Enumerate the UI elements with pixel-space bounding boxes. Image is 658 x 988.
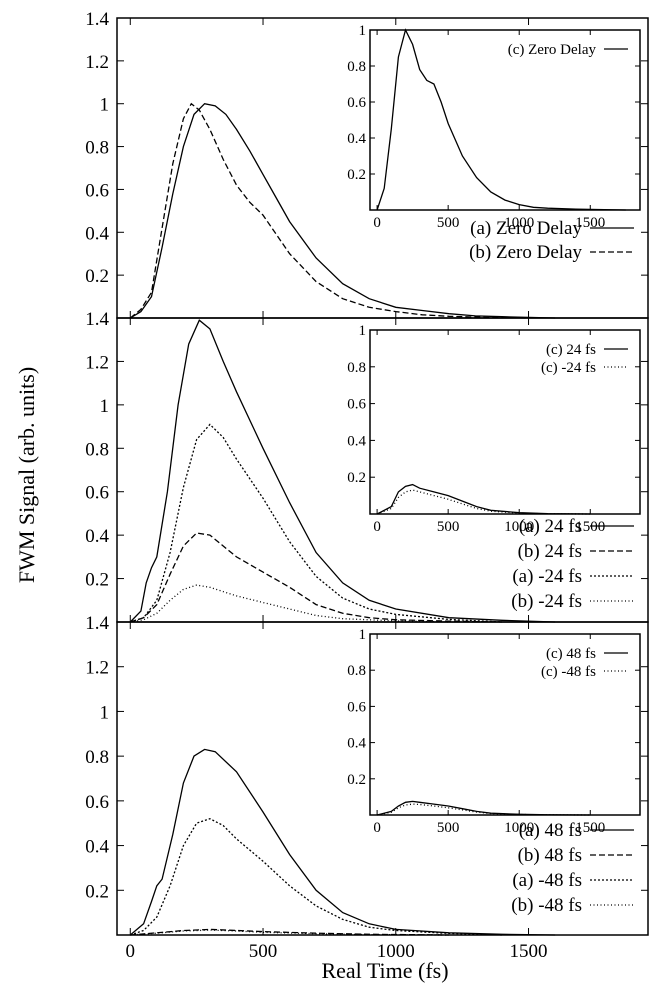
panel-3-y-tick-label: 0.6 — [85, 792, 109, 813]
panel-3-series-b-48-fs — [130, 929, 449, 936]
panel-1-series-b-zero-delay — [129, 102, 529, 319]
panel-2-inset-x-tick-label: 1000 — [504, 519, 534, 535]
panel-2-y-tick-label: 1.2 — [85, 352, 109, 373]
panel-3-y-tick-label: 0.2 — [85, 881, 109, 902]
panel-2-inset-y-tick-label: 0.4 — [347, 433, 366, 449]
panel-2-series-a-24-fs — [130, 423, 503, 623]
panel-1-inset-frame — [369, 29, 641, 211]
panel-2-inset-frame — [369, 329, 641, 515]
panel-3-inset-x-tick-label: 1500 — [575, 820, 605, 836]
panel-2-inset-legend-label: (c) -24 fs — [541, 360, 596, 376]
panel-2-y-tick-label: 1 — [100, 396, 110, 417]
panel-3-inset-y-tick-label: 0.8 — [347, 663, 366, 679]
panel-3-y-tick-label: 1.4 — [85, 613, 109, 634]
panel-1-y-tick-label: 0.6 — [85, 180, 109, 201]
panel-1-inset-series-c-zero-delay — [376, 28, 626, 211]
panel-1-y-tick-label: 1.2 — [85, 52, 109, 73]
panel-2-legend-label: (a) -24 fs — [512, 566, 582, 587]
panel-3-y-tick-label: 1.2 — [85, 658, 109, 679]
panel-1-legend-label: (a) Zero Delay — [470, 218, 582, 239]
panel-2-y-tick-label: 0.2 — [85, 570, 109, 591]
panel-2-inset-legend-label: (c) 24 fs — [546, 342, 596, 358]
panel-1-series-a-zero-delay — [129, 102, 556, 319]
panel-2-series-b-24-fs — [130, 532, 503, 623]
panel-1-inset-legend-label: (c) Zero Delay — [508, 42, 597, 58]
panel-2-y-tick-label: 1.4 — [85, 309, 109, 330]
panel-3-inset-x-tick-label: 1000 — [504, 820, 534, 836]
panel-3-x-tick-label: 500 — [249, 941, 278, 962]
panel-3-inset-legend-label: (c) -48 fs — [541, 664, 596, 680]
panel-1-y-tick-label: 1.4 — [85, 9, 109, 30]
panel-1-inset: 0.2 0.4 0.6 0.8 1 0 500 1000 1500 (c) Zero Delay — [347, 23, 641, 231]
panel-2-inset-x-tick-label: 0 — [373, 519, 381, 535]
panel-3-legend-label: (a) -48 fs — [512, 870, 582, 891]
panel-3-x-tick-label: 1000 — [377, 941, 415, 962]
panel-2-inset: 0.2 0.4 0.6 0.8 1 0 500 1000 1500 (c) 24 fs (c) -2… — [347, 323, 641, 535]
panel-2-inset-background — [370, 330, 640, 514]
y-axis-title: FWM Signal (arb. units) — [14, 367, 39, 583]
panel-1-inset-y-tick-label: 1 — [359, 23, 367, 39]
panel-1-inset-y-tick-label: 0.6 — [347, 95, 366, 111]
panel-1-y-tick-label: 0.8 — [85, 138, 109, 159]
panel-2-y-tick-label: 0.8 — [85, 439, 109, 460]
panel-3-inset-frame — [369, 633, 641, 816]
panel-1: 0.2 0.4 0.6 0.8 1 1.2 1.4 (a) Zero Delay (b) Zer… — [85, 9, 649, 319]
panel-1-inset-x-tick-label: 1000 — [504, 215, 534, 231]
panel-3-inset-y-tick-label: 0.2 — [347, 772, 366, 788]
panel-3-legend-label: (b) -48 fs — [511, 895, 582, 916]
panel-3-inset-y-tick-label: 0.6 — [347, 699, 366, 715]
panel-3-legend-label: (a) 48 fs — [519, 820, 582, 841]
panel-3-inset-legend-label: (c) 48 fs — [546, 646, 596, 662]
panel-1-legend-label: (b) Zero Delay — [469, 242, 582, 263]
panel-3-legend-label: (b) 48 fs — [518, 845, 582, 866]
panel-1-y-tick-label: 0.4 — [85, 223, 109, 244]
panel-1-inset-x-tick-label: 500 — [437, 215, 460, 231]
panel-2-inset-y-tick-label: 0.8 — [347, 360, 366, 376]
panel-1-inset-y-tick-label: 0.4 — [347, 131, 366, 147]
panel-1-y-tick-label: 0.2 — [85, 266, 109, 287]
panel-2-series-b-24-fs — [130, 584, 449, 623]
panel-2-y-tick-label: 0.4 — [85, 526, 109, 547]
panel-2-legend-label: (b) 24 fs — [518, 541, 582, 562]
panel-3-series-a-48-fs — [130, 817, 503, 936]
panel-2-inset-y-tick-label: 1 — [359, 323, 367, 339]
panel-1-inset-x-tick-label: 1500 — [575, 215, 605, 231]
panel-3-inset-series-c-48-fs — [376, 803, 591, 816]
panel-1-inset-y-tick-label: 0.2 — [347, 167, 366, 183]
panel-2-inset-series-c-24-fs — [376, 483, 591, 515]
panel-2-y-tick-label: 0.6 — [85, 483, 109, 504]
panel-1-inset-x-tick-label: 0 — [373, 215, 381, 231]
panel-3-series-a-48-fs — [129, 748, 556, 936]
panel-1-y-tick-label: 1 — [100, 95, 110, 116]
panel-3-inset-x-tick-label: 0 — [373, 820, 381, 836]
panel-1-inset-background — [370, 30, 640, 210]
panel-3-x-tick-label: 0 — [126, 941, 136, 962]
panel-3-inset-background — [370, 634, 640, 815]
x-axis-title: Real Time (fs) — [321, 958, 448, 983]
panel-2-legend-label: (b) -24 fs — [511, 591, 582, 612]
panel-3-y-tick-label: 1 — [100, 702, 110, 723]
panel-3-x-tick-label: 1500 — [510, 941, 548, 962]
panel-2-inset-y-tick-label: 0.2 — [347, 470, 366, 486]
panel-3-y-tick-label: 0.8 — [85, 747, 109, 768]
panel-2: 0.2 0.4 0.6 0.8 1 1.2 1.4 (a) 24 fs (b) 24 fs (a)… — [85, 309, 649, 623]
panel-3: 0.20.40.60.811.21.40 500 1000 1500(a) 48 fs… — [85, 613, 649, 962]
panel-3-inset-y-tick-label: 1 — [359, 627, 367, 643]
panel-3-inset: 0.2 0.4 0.6 0.8 1 0 500 1000 1500 (c) 48 fs (c) -4… — [347, 627, 641, 836]
panel-3-inset-x-tick-label: 500 — [437, 820, 460, 836]
panel-3-y-tick-label: 0.4 — [85, 837, 109, 858]
panel-3-inset-y-tick-label: 0.4 — [347, 736, 366, 752]
panel-2-inset-x-tick-label: 500 — [437, 519, 460, 535]
panel-2-inset-y-tick-label: 0.6 — [347, 397, 366, 413]
panel-2-inset-x-tick-label: 1500 — [575, 519, 605, 535]
panel-1-inset-y-tick-label: 0.8 — [347, 59, 366, 75]
panel-2-inset-series-c-24-fs — [376, 489, 591, 515]
panel-2-legend-label: (a) 24 fs — [519, 516, 582, 537]
panel-2-series-a-24-fs — [129, 319, 556, 623]
